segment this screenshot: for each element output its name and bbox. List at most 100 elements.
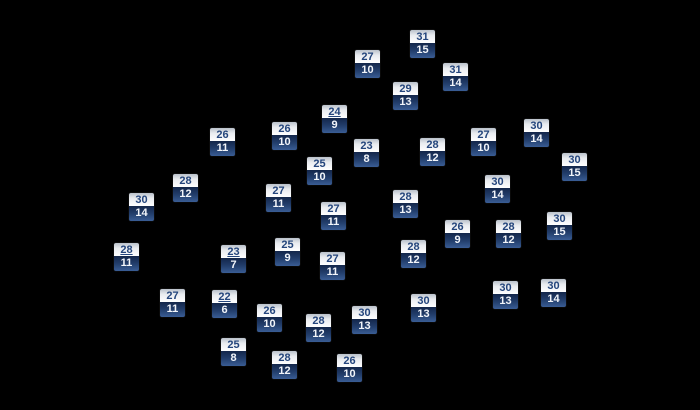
- temp-marker[interactable]: 28 12: [401, 240, 426, 268]
- high-temp: 30: [541, 279, 566, 292]
- high-temp: 26: [445, 220, 470, 233]
- temp-marker[interactable]: 28 12: [272, 351, 297, 379]
- high-temp: 28: [393, 190, 418, 203]
- temp-marker[interactable]: 30 14: [541, 279, 566, 307]
- high-temp: 27: [355, 50, 380, 63]
- high-temp: 28: [173, 174, 198, 187]
- high-temp: 25: [221, 338, 246, 351]
- temp-marker[interactable]: 27 11: [160, 289, 185, 317]
- temp-marker[interactable]: 26 10: [337, 354, 362, 382]
- temp-marker[interactable]: 26 10: [272, 122, 297, 150]
- high-temp: 30: [524, 119, 549, 132]
- temp-marker[interactable]: 27 11: [320, 252, 345, 280]
- temp-marker[interactable]: 30 13: [411, 294, 436, 322]
- low-temp: 10: [355, 63, 380, 78]
- temp-marker[interactable]: 27 10: [355, 50, 380, 78]
- high-temp: 28: [496, 220, 521, 233]
- low-temp: 13: [393, 95, 418, 110]
- temp-marker[interactable]: 30 14: [129, 193, 154, 221]
- high-temp: 26: [210, 128, 235, 141]
- temp-marker[interactable]: 30 14: [485, 175, 510, 203]
- low-temp: 11: [321, 215, 346, 230]
- low-temp: 7: [221, 258, 246, 273]
- temp-marker[interactable]: 29 13: [393, 82, 418, 110]
- temp-marker[interactable]: 23 8: [354, 139, 379, 167]
- temp-marker[interactable]: 30 14: [524, 119, 549, 147]
- low-temp: 11: [160, 302, 185, 317]
- temp-marker[interactable]: 31 15: [410, 30, 435, 58]
- high-temp: 28: [420, 138, 445, 151]
- low-temp: 12: [420, 151, 445, 166]
- temp-marker[interactable]: 23 7: [221, 245, 246, 273]
- high-temp: 30: [352, 306, 377, 319]
- low-temp: 9: [275, 251, 300, 266]
- high-temp: 25: [275, 238, 300, 251]
- high-temp: 25: [307, 157, 332, 170]
- low-temp: 13: [411, 307, 436, 322]
- temp-marker[interactable]: 28 11: [114, 243, 139, 271]
- low-temp: 8: [221, 351, 246, 366]
- high-temp: 27: [266, 184, 291, 197]
- temp-marker[interactable]: 26 9: [445, 220, 470, 248]
- high-temp: 30: [485, 175, 510, 188]
- low-temp: 13: [352, 319, 377, 334]
- low-temp: 11: [320, 265, 345, 280]
- high-temp: 30: [493, 281, 518, 294]
- high-temp: 26: [337, 354, 362, 367]
- temp-marker[interactable]: 28 12: [496, 220, 521, 248]
- temp-marker[interactable]: 27 11: [321, 202, 346, 230]
- low-temp: 10: [272, 135, 297, 150]
- temp-marker[interactable]: 25 8: [221, 338, 246, 366]
- low-temp: 8: [354, 152, 379, 167]
- low-temp: 10: [307, 170, 332, 185]
- low-temp: 13: [493, 294, 518, 309]
- temp-marker[interactable]: 28 12: [306, 314, 331, 342]
- low-temp: 14: [524, 132, 549, 147]
- low-temp: 11: [266, 197, 291, 212]
- high-temp: 30: [562, 153, 587, 166]
- low-temp: 11: [210, 141, 235, 156]
- low-temp: 9: [445, 233, 470, 248]
- high-temp: 31: [410, 30, 435, 43]
- temp-marker[interactable]: 26 10: [257, 304, 282, 332]
- high-temp: 29: [393, 82, 418, 95]
- high-temp: 27: [321, 202, 346, 215]
- high-temp: 27: [160, 289, 185, 302]
- temp-marker[interactable]: 30 15: [562, 153, 587, 181]
- low-temp: 10: [337, 367, 362, 382]
- low-temp: 14: [485, 188, 510, 203]
- low-temp: 6: [212, 303, 237, 318]
- temp-marker[interactable]: 27 10: [471, 128, 496, 156]
- high-temp: 26: [272, 122, 297, 135]
- low-temp: 15: [562, 166, 587, 181]
- temp-marker[interactable]: 25 9: [275, 238, 300, 266]
- low-temp: 12: [173, 187, 198, 202]
- temp-marker[interactable]: 31 14: [443, 63, 468, 91]
- low-temp: 9: [322, 118, 347, 133]
- temp-marker[interactable]: 28 13: [393, 190, 418, 218]
- low-temp: 15: [410, 43, 435, 58]
- high-temp: 26: [257, 304, 282, 317]
- high-temp: 31: [443, 63, 468, 76]
- temp-marker[interactable]: 24 9: [322, 105, 347, 133]
- high-temp: 27: [471, 128, 496, 141]
- temp-marker[interactable]: 28 12: [173, 174, 198, 202]
- temp-marker[interactable]: 28 12: [420, 138, 445, 166]
- low-temp: 15: [547, 225, 572, 240]
- low-temp: 12: [272, 364, 297, 379]
- temp-marker[interactable]: 30 15: [547, 212, 572, 240]
- temp-marker[interactable]: 22 6: [212, 290, 237, 318]
- high-temp: 24: [322, 105, 347, 118]
- low-temp: 14: [129, 206, 154, 221]
- temp-marker[interactable]: 27 11: [266, 184, 291, 212]
- high-temp: 30: [547, 212, 572, 225]
- low-temp: 13: [393, 203, 418, 218]
- temp-marker[interactable]: 26 11: [210, 128, 235, 156]
- temp-marker[interactable]: 25 10: [307, 157, 332, 185]
- temp-marker[interactable]: 30 13: [493, 281, 518, 309]
- low-temp: 12: [306, 327, 331, 342]
- high-temp: 23: [354, 139, 379, 152]
- temp-marker[interactable]: 30 13: [352, 306, 377, 334]
- low-temp: 10: [471, 141, 496, 156]
